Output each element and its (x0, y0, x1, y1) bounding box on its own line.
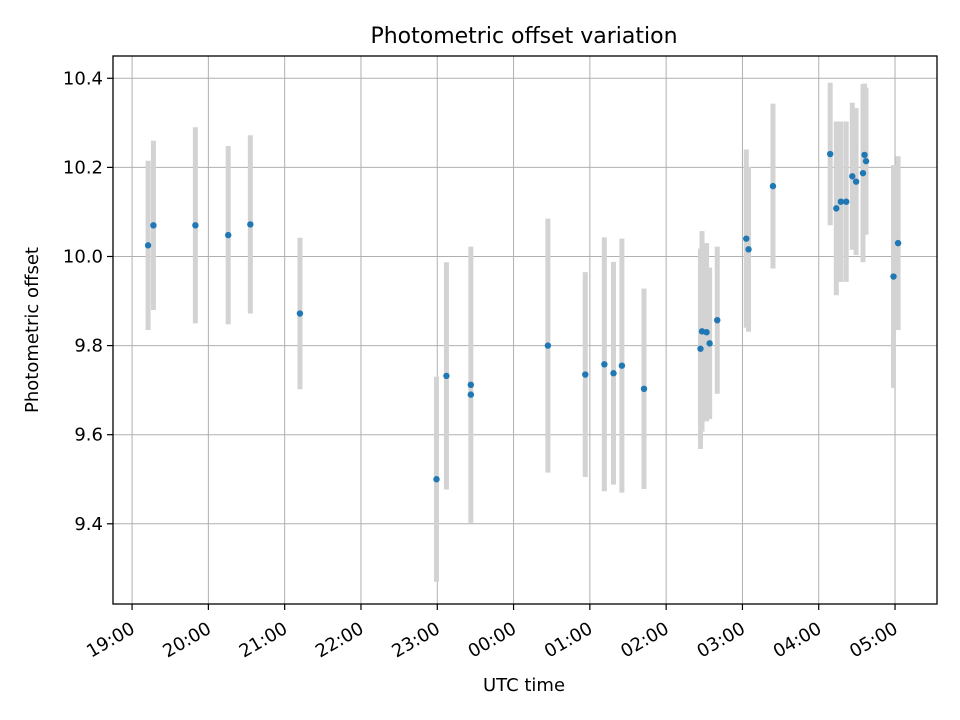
data-point (843, 198, 850, 205)
x-tick-label: 19:00 (83, 618, 138, 662)
data-point (862, 157, 870, 165)
data-point (833, 205, 840, 212)
data-point (192, 222, 199, 229)
x-tick-label: 00:00 (465, 618, 520, 662)
data-point (618, 362, 626, 369)
y-tick-label: 9.6 (74, 425, 103, 446)
data-point (769, 182, 777, 190)
data-point (582, 371, 589, 378)
y-axis: 9.4 9.6 9.8 10.0 10.2 10.4 (63, 68, 113, 535)
x-axis-label: UTC time (483, 675, 565, 696)
data-point (640, 385, 648, 393)
data-point (697, 345, 704, 352)
y-tick-label: 9.8 (74, 336, 103, 357)
data-point (443, 372, 450, 380)
data-point (743, 235, 750, 242)
chart-title: Photometric offset variation (370, 24, 677, 49)
data-points (144, 150, 902, 483)
grid (113, 56, 937, 604)
data-point (890, 273, 897, 280)
x-tick-label: 02:00 (617, 618, 672, 662)
data-point (826, 150, 834, 158)
data-point (706, 340, 713, 347)
x-tick-label: 21:00 (236, 618, 291, 662)
x-tick-label: 20:00 (159, 618, 214, 662)
data-point (859, 169, 867, 177)
x-tick-label: 03:00 (694, 618, 749, 662)
data-point (714, 316, 721, 324)
data-point (745, 246, 752, 253)
data-point (433, 476, 440, 483)
x-tick-label: 04:00 (770, 618, 825, 662)
x-tick-label: 01:00 (541, 618, 596, 662)
data-point (852, 178, 860, 185)
y-axis-label: Photometric offset (22, 247, 43, 413)
data-point (247, 221, 254, 228)
data-point (849, 173, 856, 180)
y-tick-label: 9.4 (74, 514, 103, 535)
error-bars (145, 82, 901, 582)
data-point (144, 242, 152, 249)
data-point (467, 391, 475, 398)
data-point (837, 198, 845, 205)
data-point (544, 342, 552, 349)
data-point (296, 310, 304, 317)
y-tick-label: 10.4 (63, 68, 103, 89)
data-point (467, 381, 475, 388)
data-point (894, 239, 902, 247)
x-tick-label: 05:00 (846, 618, 901, 662)
data-point (601, 361, 608, 368)
data-point (150, 222, 157, 229)
data-point (861, 151, 868, 159)
y-tick-label: 10.2 (63, 157, 103, 178)
data-point (610, 370, 617, 377)
data-point (225, 231, 232, 239)
x-axis: 19:00 20:00 21:00 22:00 23:00 00:00 01:00 02:00… (83, 604, 902, 662)
data-point (703, 329, 710, 336)
x-tick-label: 23:00 (388, 618, 443, 662)
x-tick-label: 22:00 (312, 618, 367, 662)
plot-frame (112, 55, 938, 605)
y-tick-label: 10.0 (63, 246, 103, 267)
